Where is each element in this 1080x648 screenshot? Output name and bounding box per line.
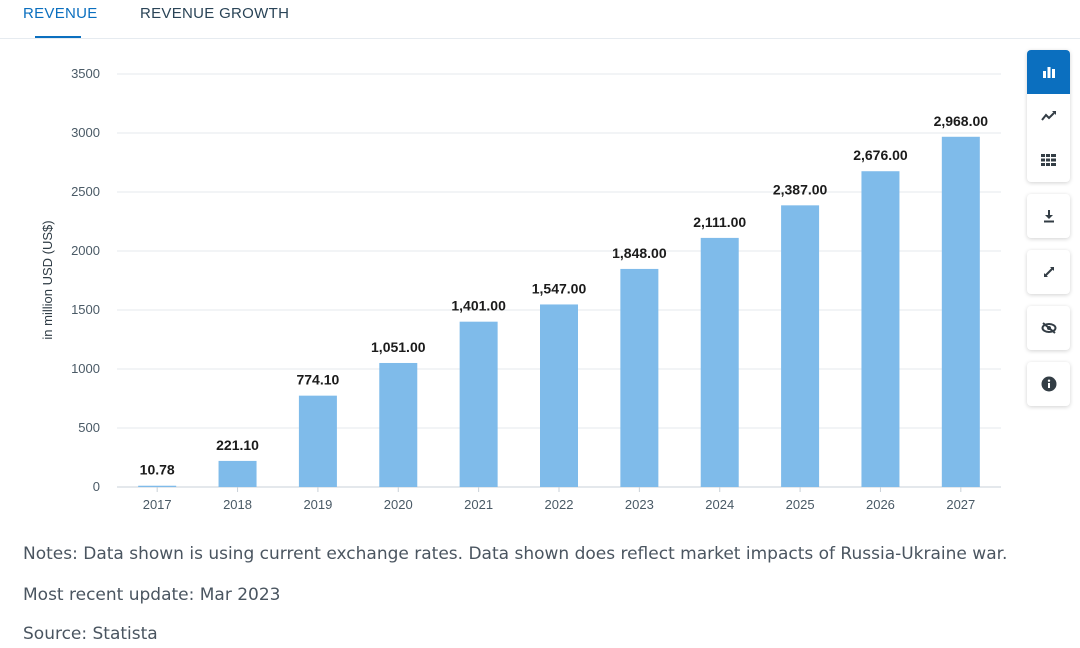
y-tick-label: 1500 bbox=[71, 302, 100, 317]
tab-revenue-growth[interactable]: REVENUE GROWTH bbox=[140, 0, 289, 38]
fullscreen-icon bbox=[1043, 267, 1054, 277]
table-button[interactable] bbox=[1027, 138, 1070, 182]
x-tick-label: 2019 bbox=[303, 497, 332, 512]
line-chart-icon bbox=[1040, 111, 1056, 121]
data-label-2023: 1,848.00 bbox=[612, 245, 667, 261]
y-axis-ticks: 0 500 1000 1500 2000 2500 3000 3500 bbox=[71, 66, 100, 494]
info-icon bbox=[1041, 376, 1056, 392]
x-tick-label: 2020 bbox=[384, 497, 413, 512]
bar-2017[interactable] bbox=[138, 485, 177, 487]
bar-2018[interactable] bbox=[218, 460, 257, 487]
y-tick-label: 500 bbox=[78, 420, 100, 435]
bar-chart-icon bbox=[1042, 67, 1055, 78]
x-tick-label: 2025 bbox=[786, 497, 815, 512]
download-icon bbox=[1043, 210, 1054, 223]
x-tick-label: 2021 bbox=[464, 497, 493, 512]
hide-group bbox=[1027, 306, 1070, 350]
recent-update: Most recent update: Mar 2023 bbox=[23, 585, 281, 605]
info-group bbox=[1027, 362, 1070, 406]
download-group bbox=[1027, 194, 1070, 238]
bar-2020[interactable] bbox=[379, 362, 418, 487]
fullscreen-group bbox=[1027, 250, 1070, 294]
y-tick-label: 2000 bbox=[71, 243, 100, 258]
bar-2019[interactable] bbox=[298, 395, 337, 487]
tab-bar: REVENUE REVENUE GROWTH bbox=[0, 0, 1080, 39]
x-tick-label: 2026 bbox=[866, 497, 895, 512]
data-label-2019: 774.10 bbox=[296, 372, 339, 388]
line-chart-button[interactable] bbox=[1027, 94, 1070, 138]
y-tick-label: 3000 bbox=[71, 125, 100, 140]
tab-revenue[interactable]: REVENUE bbox=[23, 0, 98, 38]
tab-revenue-growth-label: REVENUE GROWTH bbox=[140, 5, 290, 22]
info-button[interactable] bbox=[1027, 362, 1070, 406]
hide-button[interactable] bbox=[1027, 306, 1070, 350]
data-label-2018: 221.10 bbox=[216, 437, 259, 453]
table-icon bbox=[1041, 154, 1056, 166]
x-tick-label: 2024 bbox=[705, 497, 734, 512]
y-tick-label: 2500 bbox=[71, 184, 100, 199]
bar-chart-button[interactable] bbox=[1027, 50, 1070, 94]
chart-toolbar bbox=[1027, 50, 1070, 418]
x-tick-label: 2027 bbox=[946, 497, 975, 512]
tab-revenue-label: REVENUE bbox=[23, 5, 98, 22]
x-tick-label: 2018 bbox=[223, 497, 252, 512]
data-label-2026: 2,676.00 bbox=[853, 147, 908, 163]
bar-2021[interactable] bbox=[459, 321, 498, 487]
data-label-2017: 10.78 bbox=[140, 462, 175, 478]
data-label-2025: 2,387.00 bbox=[773, 181, 828, 197]
x-tick-label: 2022 bbox=[545, 497, 574, 512]
x-tick-label: 2023 bbox=[625, 497, 654, 512]
tab-active-underline bbox=[35, 36, 81, 38]
chart-notes: Notes: Data shown is using current excha… bbox=[23, 544, 1008, 564]
bar-2026[interactable] bbox=[861, 171, 900, 487]
chart-type-group bbox=[1027, 50, 1070, 182]
fullscreen-button[interactable] bbox=[1027, 250, 1070, 294]
data-label-2020: 1,051.00 bbox=[371, 339, 426, 355]
data-labels: 10.78 221.10 774.10 1,051.00 1,401.00 1,547.0… bbox=[140, 113, 989, 478]
bar-2027[interactable] bbox=[941, 136, 980, 487]
bar-2022[interactable] bbox=[540, 304, 578, 487]
y-axis-title: in million USD (US$) bbox=[40, 220, 55, 339]
bar-2024[interactable] bbox=[700, 237, 739, 487]
revenue-bar-chart: 0 500 1000 1500 2000 2500 3000 3500 10.78 221.10… bbox=[40, 66, 1001, 512]
y-tick-label: 3500 bbox=[71, 66, 100, 81]
x-tick-label: 2017 bbox=[143, 497, 172, 512]
chart-source: Source: Statista bbox=[23, 624, 158, 644]
bar-2025[interactable] bbox=[781, 205, 820, 488]
y-tick-label: 1000 bbox=[71, 361, 100, 376]
download-button[interactable] bbox=[1027, 194, 1070, 238]
bar-2023[interactable] bbox=[620, 268, 659, 487]
data-label-2024: 2,111.00 bbox=[693, 214, 746, 230]
hide-icon bbox=[1041, 322, 1056, 334]
data-label-2022: 1,547.00 bbox=[532, 280, 587, 296]
data-label-2021: 1,401.00 bbox=[451, 298, 506, 314]
data-label-2027: 2,968.00 bbox=[934, 113, 989, 129]
bars bbox=[138, 136, 980, 488]
x-axis-ticks: 2017 2018 2019 2020 2021 2022 2023 2024 2025 2026… bbox=[143, 487, 975, 512]
y-tick-label: 0 bbox=[93, 479, 100, 494]
